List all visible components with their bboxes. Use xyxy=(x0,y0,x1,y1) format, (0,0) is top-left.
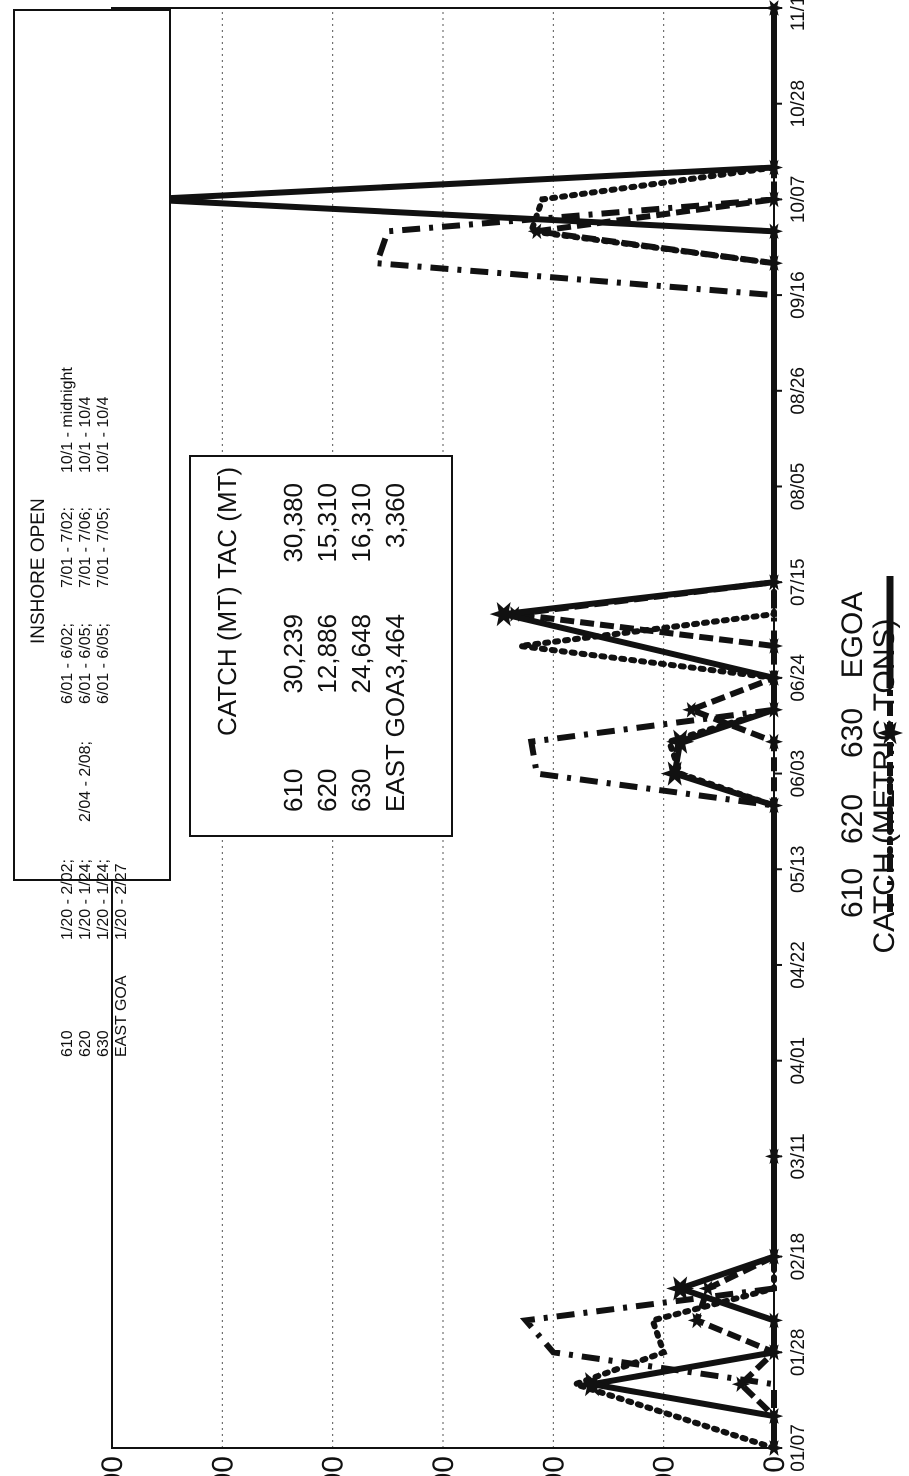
legend: 610 620 630 EGOA xyxy=(836,576,903,918)
catch-area-east-goa: EAST GOA xyxy=(380,679,410,812)
catch-tac-box: CATCH (MT) TAC (MT) 610 620 630 EAST GOA… xyxy=(189,455,453,837)
data-point-630 xyxy=(765,638,783,654)
x-tick-label: 11/18 xyxy=(788,0,809,31)
data-point-630 xyxy=(527,223,546,240)
legend-star xyxy=(877,721,903,745)
catch-value-630: 24,648 xyxy=(346,614,376,694)
tac-value-east-goa: 3,360 xyxy=(380,483,410,548)
data-point-egoa xyxy=(765,797,783,814)
tac-value-630: 16,310 xyxy=(346,483,376,563)
x-tick-label: 02/18 xyxy=(788,1233,809,1281)
catch-box-frame xyxy=(189,455,453,837)
x-tick-label: 03/11 xyxy=(788,1133,809,1179)
y-tick-label: 8,000 xyxy=(317,1456,350,1476)
data-point-egoa xyxy=(765,1312,783,1329)
inshore-610-date-3: 7/01 - 7/02; xyxy=(59,507,76,588)
catch-value-620: 12,886 xyxy=(312,614,342,694)
data-point-egoa xyxy=(666,1276,695,1301)
data-point-630 xyxy=(682,702,701,718)
tac-value-610: 30,380 xyxy=(278,483,308,563)
inshore-630-date-2: 6/01 - 6/05; xyxy=(95,623,112,704)
inshore-box-frame xyxy=(13,9,171,881)
x-tick-label: 06/03 xyxy=(788,750,809,798)
x-tick-label: 10/28 xyxy=(788,80,809,128)
x-tick-label: 09/16 xyxy=(788,271,809,319)
inshore-area-column: 610 620 630 EAST GOA xyxy=(59,975,130,1057)
data-point-630 xyxy=(765,733,783,750)
catch-value-610: 30,239 xyxy=(278,614,308,694)
data-point-630 xyxy=(698,1280,717,1297)
tac-value-620: 15,310 xyxy=(312,483,342,563)
data-point-egoa xyxy=(489,602,518,627)
tac-header: TAC (MT) xyxy=(212,467,242,579)
y-tick-label: 0 xyxy=(758,1456,791,1473)
series-line-egoa xyxy=(144,8,777,1448)
inshore-area-630: 630 xyxy=(95,1030,112,1057)
x-tick-label: 07/15 xyxy=(788,558,809,606)
inshore-610-date-2: 6/01 - 6/02; xyxy=(59,623,76,704)
inshore-area-620: 620 xyxy=(77,1030,94,1057)
catch-header: CATCH (MT) xyxy=(212,586,242,736)
data-point-630 xyxy=(687,1312,706,1329)
data-point-egoa xyxy=(765,159,783,176)
x-tick-label: 10/07 xyxy=(788,176,809,224)
data-point-egoa xyxy=(765,702,783,718)
x-tick-labels: 01/07 01/28 02/18 03/11 04/01 04/22 05/13 06/03… xyxy=(774,0,809,1472)
inshore-dates: 1/20 - 2/02; 6/01 - 6/02; 7/01 - 7/02; 1… xyxy=(59,367,130,940)
inshore-620-date-4: 7/01 - 7/06; xyxy=(77,507,94,588)
data-point-egoa xyxy=(765,1408,783,1424)
x-tick-label: 08/26 xyxy=(788,367,809,415)
x-tick-label: 04/22 xyxy=(788,941,809,989)
inshore-630-date-3: 7/01 - 7/05; xyxy=(95,507,112,588)
data-point-630 xyxy=(731,1376,750,1392)
y-tick-labels: 0 2,000 4,000 6,000 8,000 10,000 12,000 xyxy=(96,1456,791,1476)
x-tick-label: 05/13 xyxy=(788,845,809,893)
data-point-egoa xyxy=(660,761,689,786)
data-point-egoa xyxy=(666,729,695,754)
inshore-620-date-5: 10/1 - 10/4 xyxy=(77,396,94,473)
x-tick-label: 01/07 xyxy=(788,1424,809,1472)
x-tick-label: 06/24 xyxy=(788,654,809,702)
inshore-box-title: INSHORE OPEN xyxy=(28,498,49,644)
legend-label-620: 620 xyxy=(836,794,869,844)
inshore-620-date-1: 1/20 - 1/24; xyxy=(77,859,94,940)
y-tick-label: 6,000 xyxy=(427,1456,460,1476)
catch-rows: 610 620 630 EAST GOA 30,239 12,886 24,64… xyxy=(278,483,410,812)
inshore-620-date-2: 2/04 - 2/08; xyxy=(77,741,94,822)
catch-area-620: 620 xyxy=(312,769,342,812)
y-tick-label: 4,000 xyxy=(537,1456,570,1476)
x-tick-label: 08/05 xyxy=(788,463,809,511)
y-tick-label: 2,000 xyxy=(648,1456,681,1476)
legend-star-marker-630 xyxy=(877,721,903,745)
inshore-610-date-1: 1/20 - 2/02; xyxy=(59,859,76,940)
inshore-east-goa-date-1: 1/20 - 2/27 xyxy=(113,863,130,940)
inshore-620-date-3: 6/01 - 6/05; xyxy=(77,623,94,704)
inshore-610-date-4: 10/1 - midnight xyxy=(59,367,76,473)
inshore-area-610: 610 xyxy=(59,1030,76,1057)
legend-label-egoa: EGOA xyxy=(836,592,869,679)
series-line-610 xyxy=(372,8,777,1448)
x-tick-label: 04/01 xyxy=(788,1037,809,1085)
y-axis-title: CATCH (METRIC TONS) xyxy=(868,619,901,954)
legend-label-610: 610 xyxy=(836,868,869,918)
inshore-open-box: INSHORE OPEN 610 620 630 EAST GOA 1/20 -… xyxy=(13,9,171,1057)
catch-value-east-goa: 3,464 xyxy=(380,614,410,679)
inshore-630-date-4: 10/1 - 10/4 xyxy=(95,396,112,473)
legend-label-630: 630 xyxy=(836,708,869,758)
inshore-area-east-goa: EAST GOA xyxy=(113,975,130,1057)
data-point-egoa xyxy=(578,1372,606,1397)
y-tick-label: 10,000 xyxy=(206,1456,239,1476)
y-tick-label: 12,000 xyxy=(96,1456,129,1476)
catch-area-610: 610 xyxy=(278,769,308,812)
data-point-egoa xyxy=(765,223,783,240)
x-tick-label: 01/28 xyxy=(788,1329,809,1377)
inshore-630-date-1: 1/20 - 1/24; xyxy=(95,859,112,940)
catch-area-630: 630 xyxy=(346,769,376,812)
